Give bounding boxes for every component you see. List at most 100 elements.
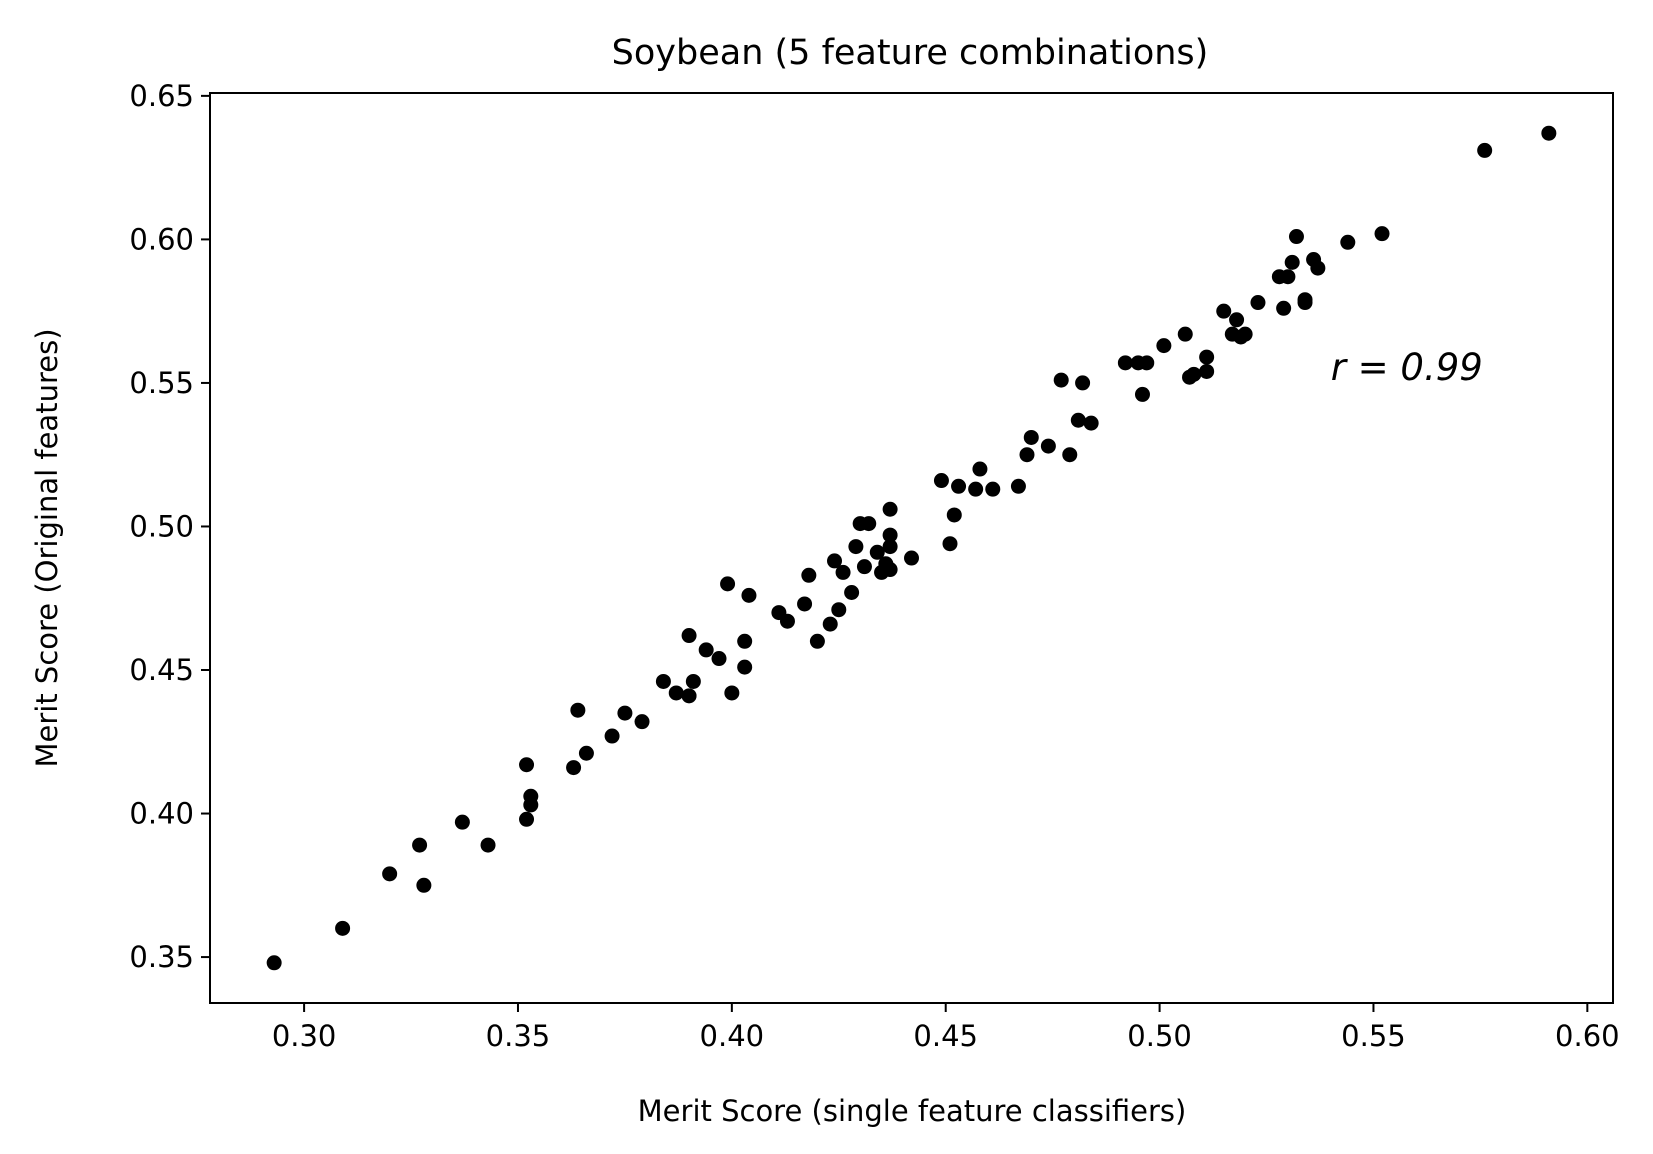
data-point: [741, 587, 757, 603]
data-point: [724, 685, 740, 701]
data-point: [933, 473, 949, 489]
x-tick-label: 0.50: [1127, 1019, 1192, 1053]
data-point: [335, 920, 351, 936]
data-point: [1229, 312, 1245, 328]
data-point: [827, 553, 843, 569]
data-point: [578, 745, 594, 761]
data-point: [681, 688, 697, 704]
data-point: [617, 705, 633, 721]
data-point: [570, 702, 586, 718]
data-point: [523, 788, 539, 804]
x-tick-label: 0.60: [1555, 1019, 1620, 1053]
data-point: [1083, 415, 1099, 431]
data-point: [1280, 269, 1296, 285]
data-point: [882, 527, 898, 543]
data-point: [1156, 338, 1172, 354]
data-point: [882, 562, 898, 578]
x-axis-ticks: 0.30 0.35 0.40 0.45 0.50 0.55 0.60: [272, 1003, 1620, 1053]
data-point: [711, 651, 727, 667]
data-point: [848, 539, 864, 555]
data-point: [737, 659, 753, 675]
data-point: [1139, 355, 1155, 371]
data-point: [942, 536, 958, 552]
data-point: [720, 576, 736, 592]
data-point: [1340, 234, 1356, 250]
data-point: [266, 955, 282, 971]
data-point: [685, 673, 701, 689]
data-point: [1117, 355, 1133, 371]
data-point: [1186, 366, 1202, 382]
data-point: [1237, 326, 1253, 342]
data-point: [1374, 226, 1390, 242]
y-tick-label: 0.45: [129, 653, 194, 687]
data-point: [779, 613, 795, 629]
y-axis-ticks: 0.35 0.40 0.45 0.50 0.55 0.60 0.65: [129, 79, 210, 974]
y-tick-label: 0.60: [129, 222, 194, 256]
data-point: [634, 714, 650, 730]
data-point: [1177, 326, 1193, 342]
correlation-annotation: r = 0.99: [1331, 346, 1483, 389]
data-point: [1023, 429, 1039, 445]
data-point: [1053, 372, 1069, 388]
y-axis-label: Merit Score (Original features): [30, 328, 64, 767]
data-point: [1062, 447, 1078, 463]
data-point: [831, 602, 847, 618]
data-point: [416, 877, 432, 893]
data-point: [1284, 254, 1300, 270]
data-point: [1075, 375, 1091, 391]
data-point: [869, 544, 885, 560]
y-tick-label: 0.50: [129, 509, 194, 543]
data-point: [904, 550, 919, 566]
data-point: [1297, 292, 1313, 308]
plot-frame: [209, 92, 1614, 1004]
data-point: [861, 516, 877, 532]
data-point: [844, 584, 860, 600]
data-point: [946, 507, 962, 523]
data-point: [519, 811, 535, 827]
x-tick-label: 0.55: [1341, 1019, 1406, 1053]
y-tick-label: 0.40: [129, 797, 194, 831]
data-point: [1288, 229, 1304, 245]
scatter-points: [266, 125, 1557, 971]
data-point: [809, 633, 825, 649]
data-point: [454, 814, 470, 830]
y-tick-label: 0.35: [129, 940, 194, 974]
data-point: [698, 642, 714, 658]
y-tick-label: 0.55: [129, 366, 194, 400]
data-point: [519, 757, 535, 773]
data-point: [1250, 295, 1266, 311]
data-point: [1019, 447, 1035, 463]
x-tick-label: 0.40: [700, 1019, 765, 1053]
x-tick-label: 0.35: [486, 1019, 551, 1053]
x-tick-label: 0.30: [272, 1019, 337, 1053]
data-point: [737, 633, 753, 649]
data-point: [968, 481, 984, 497]
data-point: [882, 539, 898, 555]
data-point: [1310, 260, 1326, 276]
data-point: [835, 564, 851, 580]
data-point: [856, 559, 872, 575]
x-tick-label: 0.45: [913, 1019, 978, 1053]
chart-title: Soybean (5 feature combinations): [612, 33, 1209, 73]
data-point: [801, 567, 817, 583]
y-tick-label: 0.65: [129, 79, 194, 113]
data-point: [681, 628, 697, 644]
data-point: [1199, 363, 1215, 379]
data-point: [972, 461, 988, 477]
data-point: [1276, 300, 1292, 316]
data-point: [1010, 478, 1026, 494]
data-point: [668, 685, 684, 701]
data-point: [1477, 142, 1493, 158]
data-point: [1040, 438, 1056, 454]
data-point: [822, 616, 838, 632]
data-point: [480, 837, 496, 853]
data-point: [604, 728, 620, 744]
data-point: [1070, 412, 1086, 428]
data-point: [566, 760, 582, 776]
data-point: [382, 866, 398, 882]
data-point: [797, 596, 813, 612]
data-point: [412, 837, 428, 853]
data-point: [951, 478, 967, 494]
data-point: [1216, 303, 1232, 319]
